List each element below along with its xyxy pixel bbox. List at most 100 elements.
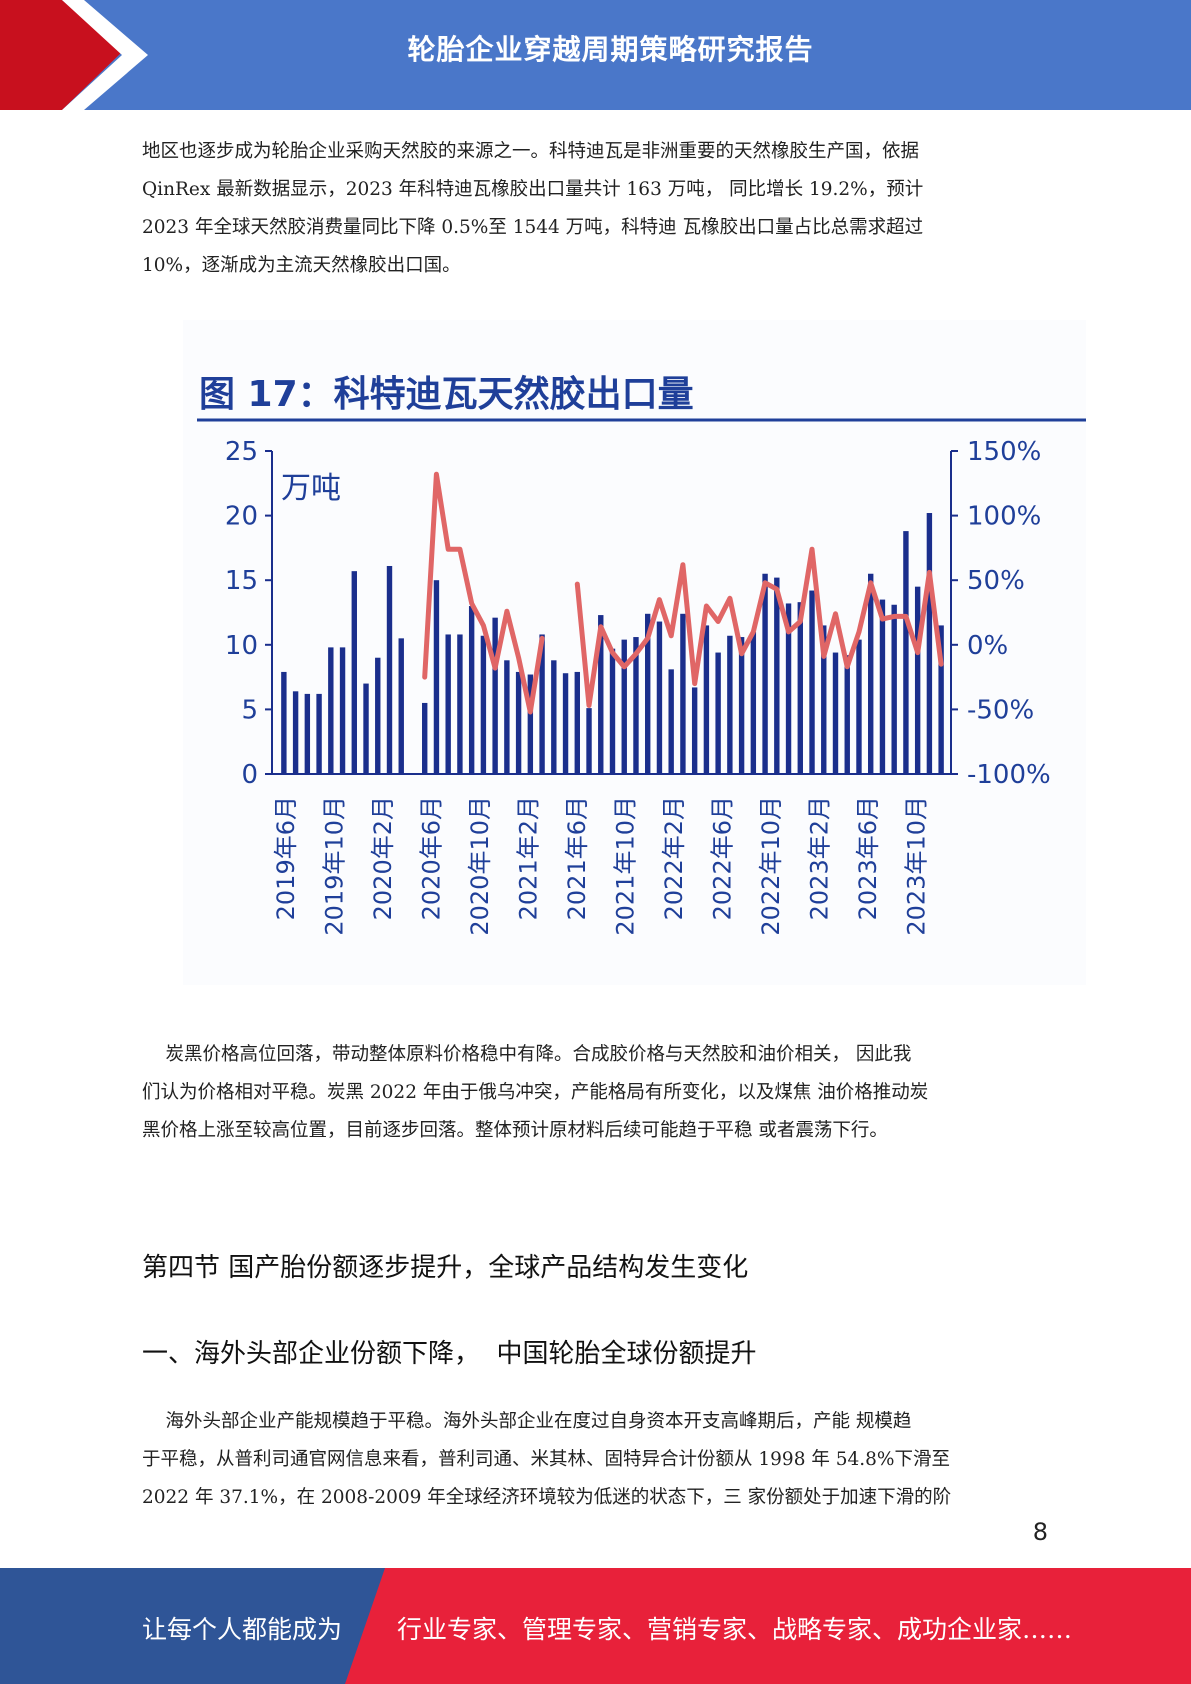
x-tick-label: 2019年6月 xyxy=(272,796,300,920)
x-tick-label: 2022年6月 xyxy=(709,796,737,920)
bar xyxy=(281,671,287,774)
text-line: 10%，逐渐成为主流天然橡胶出口国。 xyxy=(142,255,461,276)
chart-figure: 图 17：科特迪瓦天然胶出口量 0 5 10 15 20 25 -100% -50% 0% 50% 1… xyxy=(183,320,1086,985)
subsection-heading: 一、海外头部企业份额下降， 中国轮胎全球份额提升 xyxy=(142,1339,757,1369)
bar xyxy=(762,573,768,774)
bar xyxy=(738,637,745,774)
growth-line xyxy=(422,471,545,715)
bar xyxy=(339,647,346,774)
overseas-paragraph: 海外头部企业产能规模趋于平稳。海外头部企业在度过自身资本开支高峰期后，产能 规模… xyxy=(142,1403,1042,1517)
x-tick-label: 2020年10月 xyxy=(466,796,494,936)
bar xyxy=(680,613,686,774)
x-tick-label: 2022年2月 xyxy=(660,796,688,920)
text-line: 地区也逐步成为轮胎企业采购天然胶的来源之一。科特迪瓦是非洲重要的天然橡胶生产国，… xyxy=(142,141,920,162)
bar xyxy=(844,655,850,774)
chart-title: 图 17：科特迪瓦天然胶出口量 xyxy=(199,373,694,415)
intro-paragraph: 地区也逐步成为轮胎企业采购天然胶的来源之一。科特迪瓦是非洲重要的天然橡胶生产国，… xyxy=(142,133,1042,285)
bar xyxy=(304,693,311,774)
carbon-black-paragraph: 炭黑价格高位回落，带动整体原料价格稳中有降。合成胶价格与天然胶和油价相关， 因此… xyxy=(142,1036,1042,1150)
bar xyxy=(586,708,592,774)
bar xyxy=(621,639,627,774)
x-tick-label: 2019年10月 xyxy=(321,796,349,936)
bar xyxy=(527,674,534,774)
bar xyxy=(914,586,921,774)
bar xyxy=(703,625,710,774)
y-tick-label: 15 xyxy=(225,566,258,596)
footer-roles: 行业专家、管理专家、营销专家、战略专家、成功企业家…… xyxy=(397,1615,1073,1644)
y-tick-label: 0 xyxy=(241,760,258,790)
growth-line xyxy=(574,546,944,708)
page-header: 轮胎企业穿越周期策略研究报告 xyxy=(0,0,1191,110)
x-tick-label: 2021年10月 xyxy=(612,796,640,936)
bar xyxy=(433,580,440,774)
text-line: 黑价格上涨至较高位置，目前逐步回落。整体预计原材料后续可能趋于平稳 或者震荡下行… xyxy=(142,1120,888,1141)
text-line: 炭黑价格高位回落，带动整体原料价格稳中有降。合成胶价格与天然胶和油价相关， 因此… xyxy=(142,1044,912,1065)
bar xyxy=(656,621,663,774)
y2-tick-label: 50% xyxy=(967,566,1025,596)
bar xyxy=(691,687,698,774)
y2-tick-label: -50% xyxy=(967,695,1034,725)
section-heading: 第四节 国产胎份额逐步提升，全球产品结构发生变化 xyxy=(142,1253,749,1283)
bar xyxy=(539,634,545,774)
bar xyxy=(292,691,299,774)
text-line: 2022 年 37.1%，在 2008-2009 年全球经济环境较为低迷的状态下… xyxy=(142,1487,952,1508)
bar xyxy=(797,602,803,774)
bar xyxy=(785,603,792,774)
text-line: 们认为价格相对平稳。炭黑 2022 年由于俄乌冲突，产能格局有所变化，以及煤焦 … xyxy=(142,1082,929,1103)
unit-label: 万吨 xyxy=(281,471,341,506)
x-tick-label: 2021年6月 xyxy=(563,796,591,920)
bar xyxy=(868,573,874,774)
bar xyxy=(926,513,933,774)
bar xyxy=(480,635,487,774)
header-red-arrow xyxy=(0,0,148,110)
bar xyxy=(715,652,721,774)
text-line: 海外头部企业产能规模趋于平稳。海外头部企业在度过自身资本开支高峰期后，产能 规模… xyxy=(142,1411,912,1432)
y-tick-label: 20 xyxy=(225,502,258,532)
y2-tick-label: -100% xyxy=(967,760,1051,790)
bar xyxy=(551,660,557,774)
bar xyxy=(468,606,475,774)
x-tick-label: 2023年6月 xyxy=(854,796,882,920)
bar xyxy=(316,693,322,774)
bar xyxy=(504,660,510,774)
bar xyxy=(750,631,757,774)
x-tick-label: 2022年10月 xyxy=(757,796,785,936)
bar xyxy=(422,702,428,774)
bar xyxy=(938,625,944,774)
bar xyxy=(375,657,381,774)
bar xyxy=(821,625,827,774)
bar xyxy=(492,617,498,774)
x-tick-label: 2020年6月 xyxy=(418,796,446,920)
footer-slogan: 让每个人都能成为 xyxy=(142,1615,343,1644)
bar xyxy=(609,648,616,774)
text-line: 2023 年全球天然胶消费量同比下降 0.5%至 1544 万吨，科特迪 瓦橡胶… xyxy=(142,217,924,238)
bar xyxy=(351,571,357,774)
y2-tick-label: 150% xyxy=(967,437,1041,467)
bar xyxy=(574,671,580,774)
page-footer: 让每个人都能成为 行业专家、管理专家、营销专家、战略专家、成功企业家…… xyxy=(0,1568,1191,1684)
bar xyxy=(515,671,522,774)
x-tick-label: 2021年2月 xyxy=(515,796,543,920)
x-tick-label: 2020年2月 xyxy=(369,796,397,920)
bar xyxy=(398,638,404,774)
bar xyxy=(891,604,897,774)
bar xyxy=(445,634,451,774)
bar xyxy=(562,673,569,774)
bar xyxy=(457,634,463,774)
text-line: 于平稳，从普利司通官网信息来看，普利司通、米其林、固特异合计份额从 1998 年… xyxy=(142,1449,950,1470)
bar xyxy=(386,565,393,774)
x-tick-label: 2023年2月 xyxy=(806,796,834,920)
bar xyxy=(328,647,334,774)
y2-tick-label: 100% xyxy=(967,502,1041,532)
bar xyxy=(727,635,733,774)
y2-tick-label: 0% xyxy=(967,631,1008,661)
y-tick-label: 25 xyxy=(225,437,258,467)
bar xyxy=(879,599,886,774)
bar xyxy=(856,639,862,774)
bar xyxy=(633,637,639,774)
report-title: 轮胎企业穿越周期策略研究报告 xyxy=(407,33,814,66)
bar xyxy=(645,613,651,774)
bar xyxy=(668,669,674,774)
bar xyxy=(903,531,909,774)
text-line: QinRex 最新数据显示，2023 年科特迪瓦橡胶出口量共计 163 万吨， … xyxy=(142,179,924,200)
